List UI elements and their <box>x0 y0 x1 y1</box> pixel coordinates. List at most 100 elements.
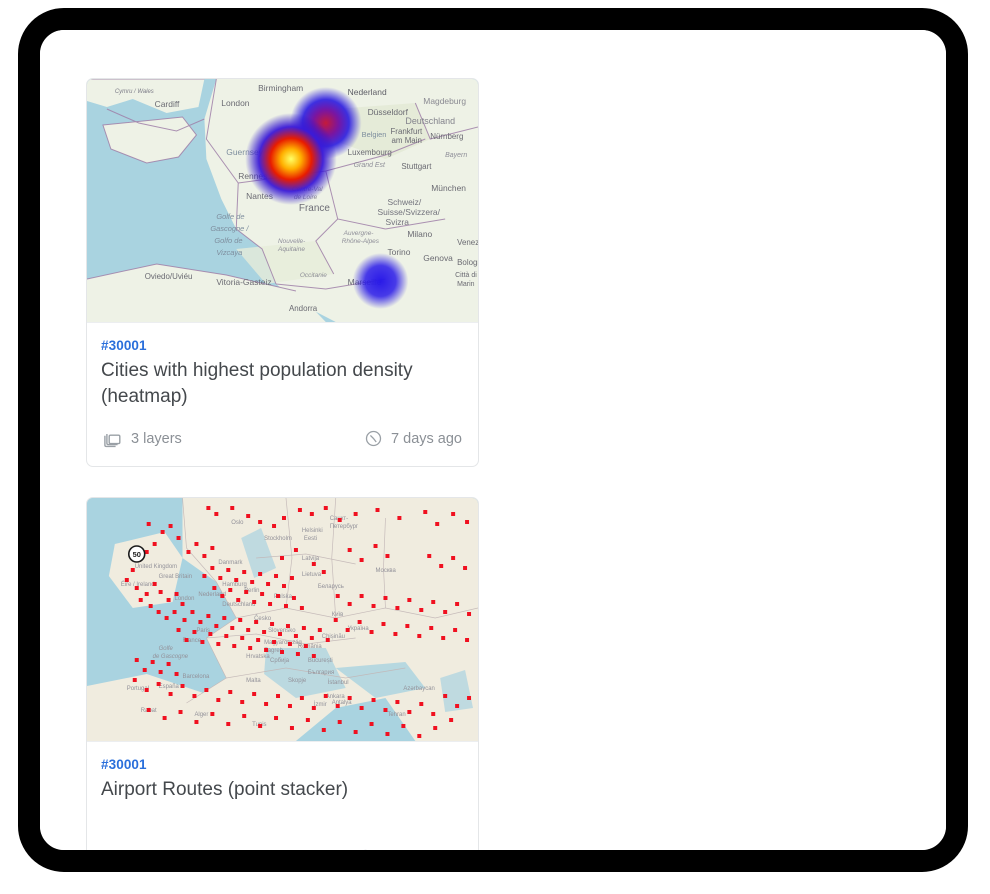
svg-text:Nürnberg: Nürnberg <box>430 132 463 141</box>
svg-text:İstanbul: İstanbul <box>328 679 349 686</box>
svg-text:Magdeburg: Magdeburg <box>423 96 466 106</box>
svg-text:Nouvelle-: Nouvelle- <box>278 238 306 245</box>
svg-text:Venezi: Venezi <box>457 238 478 247</box>
card-title: Airport Routes (point stacker) <box>101 779 349 800</box>
svg-text:Nantes: Nantes <box>246 191 273 201</box>
map-card-grid: Cymru / Wales Birmingham Cardiff London … <box>86 78 900 850</box>
clock-icon <box>357 849 374 850</box>
svg-text:München: München <box>431 183 466 193</box>
svg-text:България: България <box>308 670 334 676</box>
map-thumbnail-heatmap[interactable]: Cymru / Wales Birmingham Cardiff London … <box>87 79 478 323</box>
card-body: #30001 Airport Routes (point stacker) <box>87 742 478 838</box>
svg-text:Cardiff: Cardiff <box>155 99 180 109</box>
svg-text:Stockholm: Stockholm <box>264 536 292 542</box>
svg-text:am Main: am Main <box>391 136 421 145</box>
card-footer: 3 layers 7 days ago <box>87 419 478 466</box>
svg-text:Suisse/Svizzera/: Suisse/Svizzera/ <box>378 207 441 217</box>
svg-text:Gascogne /: Gascogne / <box>210 224 249 233</box>
svg-text:Azərbaycan: Azərbaycan <box>403 686 434 692</box>
svg-text:Schweiz/: Schweiz/ <box>387 197 421 207</box>
svg-text:Düsseldorf: Düsseldorf <box>368 107 409 117</box>
svg-text:Deutschland: Deutschland <box>222 602 255 608</box>
svg-text:Nederland: Nederland <box>198 592 225 598</box>
svg-text:Москва: Москва <box>376 568 397 574</box>
svg-text:Česko: Česko <box>254 615 272 622</box>
svg-text:Andorra: Andorra <box>289 304 318 313</box>
svg-text:Great Britain: Great Britain <box>159 574 192 580</box>
svg-text:Cymru / Wales: Cymru / Wales <box>115 89 154 95</box>
svg-text:București: București <box>308 658 333 664</box>
svg-text:Bayern: Bayern <box>445 152 467 159</box>
svg-text:Guernsey: Guernsey <box>226 147 263 157</box>
svg-text:İzmir: İzmir <box>314 701 327 708</box>
svg-text:Magyarország: Magyarország <box>264 640 302 646</box>
svg-text:Golfe: Golfe <box>159 646 174 652</box>
svg-text:Portugal: Portugal <box>127 686 149 692</box>
svg-text:United Kingdom: United Kingdom <box>135 564 177 570</box>
heatmap-map-graphic: Cymru / Wales Birmingham Cardiff London … <box>87 79 478 322</box>
svg-text:France: France <box>299 203 330 214</box>
svg-text:Grand Est: Grand Est <box>354 162 386 169</box>
svg-text:Belgien: Belgien <box>362 130 387 139</box>
device-frame: Cymru / Wales Birmingham Cardiff London … <box>18 8 968 872</box>
svg-text:Vizcaya: Vizcaya <box>216 248 242 257</box>
svg-text:Петербург: Петербург <box>330 524 358 530</box>
svg-text:Helsinki: Helsinki <box>302 528 323 534</box>
svg-text:Birmingham: Birmingham <box>258 83 303 93</box>
svg-text:Skopje: Skopje <box>288 678 307 684</box>
svg-text:Hamburg: Hamburg <box>222 582 246 588</box>
svg-text:Київ: Київ <box>332 612 344 618</box>
svg-text:Deutschland: Deutschland <box>405 116 455 126</box>
point-stacker-map-graphic: Oslo Helsinki Санкт- Петербург Stockholm… <box>87 498 478 741</box>
svg-text:Torino: Torino <box>387 247 410 257</box>
heat-hotspot-marseille <box>352 253 409 309</box>
card-footer: 3 layers 10 days ago <box>87 838 478 851</box>
point-cluster-badge: 50 <box>127 545 146 563</box>
svg-text:Milano: Milano <box>407 229 432 239</box>
svg-text:Frankfurt: Frankfurt <box>390 127 423 136</box>
card-title: Cities with highest population density (… <box>101 360 413 407</box>
svg-text:Bologr: Bologr <box>457 258 478 267</box>
map-thumbnail-point-stacker[interactable]: Oslo Helsinki Санкт- Петербург Stockholm… <box>87 498 478 742</box>
svg-text:Stuttgart: Stuttgart <box>401 162 432 171</box>
card-id-link[interactable]: #30001 <box>101 757 147 772</box>
svg-text:Rhône-Alpes: Rhône-Alpes <box>342 238 380 245</box>
svg-text:Città di: Città di <box>455 272 477 279</box>
svg-text:London: London <box>175 596 195 602</box>
updated-meta: 10 days ago <box>357 849 462 851</box>
svg-text:Auvergne-: Auvergne- <box>343 230 375 237</box>
updated-meta: 7 days ago <box>365 430 462 447</box>
svg-text:Antalya: Antalya <box>332 700 353 706</box>
map-card[interactable]: Cymru / Wales Birmingham Cardiff London … <box>86 78 479 467</box>
card-id-link[interactable]: #30001 <box>101 338 147 353</box>
layers-stack-icon <box>103 848 122 850</box>
svg-text:Occitanie: Occitanie <box>300 272 327 279</box>
clock-icon <box>365 430 382 447</box>
layers-stack-icon <box>103 429 122 448</box>
card-body: #30001 Cities with highest population de… <box>87 323 478 419</box>
svg-text:România: România <box>298 644 323 650</box>
svg-text:Україна: Україна <box>348 626 370 632</box>
svg-text:Paris: Paris <box>196 628 210 634</box>
svg-text:Latvija: Latvija <box>302 556 320 562</box>
svg-text:Polska: Polska <box>274 594 293 600</box>
svg-text:Zagreb: Zagreb <box>264 648 284 654</box>
svg-text:Ankara: Ankara <box>326 694 346 700</box>
svg-text:Alger: Alger <box>194 712 208 718</box>
svg-text:España: España <box>159 684 180 690</box>
svg-text:Hrvatska: Hrvatska <box>246 654 270 660</box>
svg-text:Golfe de: Golfe de <box>216 212 244 221</box>
svg-text:de Gascogne: de Gascogne <box>153 654 189 660</box>
page-surface: Cymru / Wales Birmingham Cardiff London … <box>40 30 946 850</box>
svg-text:Marin: Marin <box>457 281 475 288</box>
svg-text:Беларусь: Беларусь <box>318 584 344 590</box>
svg-text:France: France <box>183 638 202 644</box>
svg-text:Chișinău: Chișinău <box>322 634 345 640</box>
svg-text:London: London <box>221 98 249 108</box>
updated-label: 7 days ago <box>391 430 462 447</box>
map-card[interactable]: Oslo Helsinki Санкт- Петербург Stockholm… <box>86 497 479 850</box>
svg-text:Berlin: Berlin <box>244 588 259 594</box>
svg-text:Nederland: Nederland <box>348 87 387 97</box>
svg-text:Србија: Србија <box>270 658 290 664</box>
svg-text:Genova: Genova <box>423 253 453 263</box>
